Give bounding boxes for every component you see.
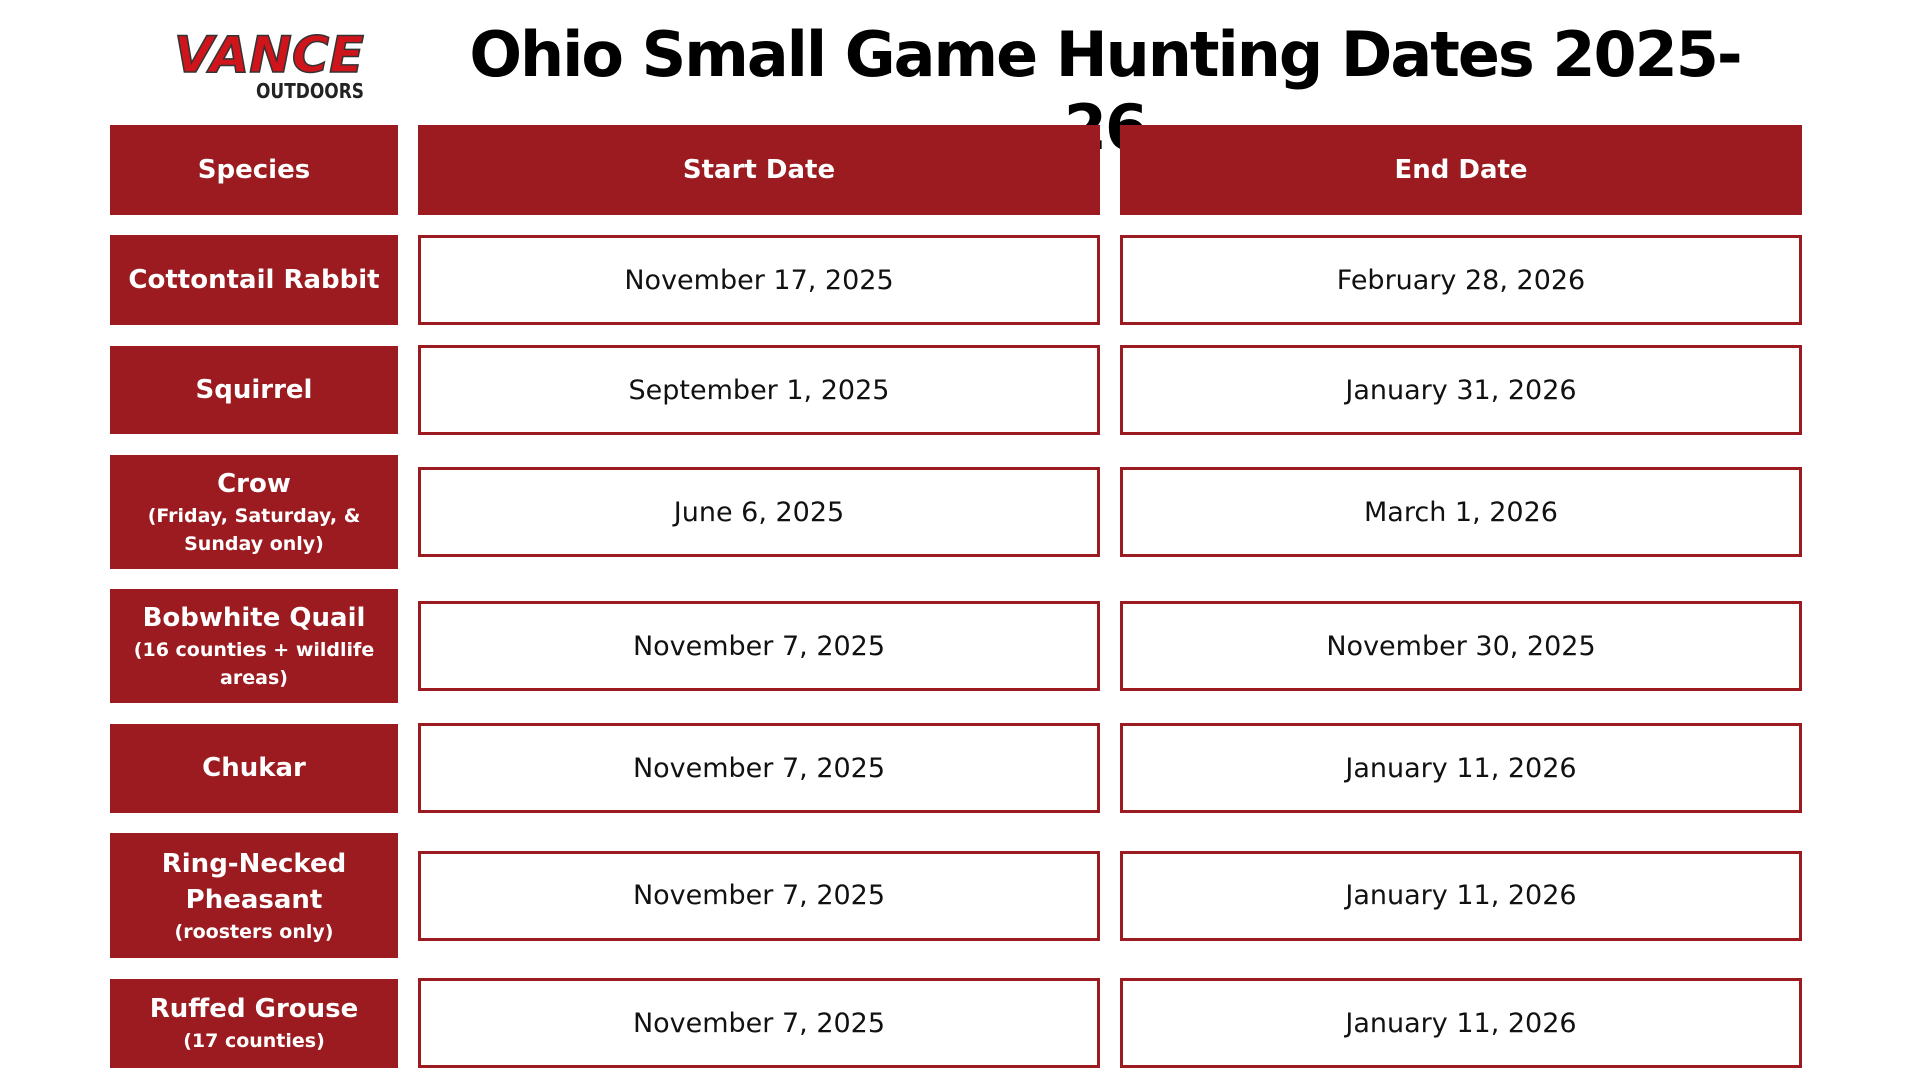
species-note: (Friday, Saturday, & Sunday only) bbox=[147, 505, 361, 555]
end-date-cell: January 11, 2026 bbox=[1120, 850, 1802, 941]
table-row: Bobwhite Quail (16 counties + wildlife a… bbox=[110, 589, 1804, 703]
species-name: Bobwhite Quail bbox=[142, 603, 366, 633]
species-name: Cottontail Rabbit bbox=[128, 265, 380, 295]
table-row: Chukar November 7, 2025 January 11, 2026 bbox=[110, 723, 1804, 813]
species-cell: Bobwhite Quail (16 counties + wildlife a… bbox=[110, 589, 398, 703]
species-cell: Crow (Friday, Saturday, & Sunday only) bbox=[110, 455, 398, 569]
start-date-cell: June 6, 2025 bbox=[418, 467, 1100, 557]
species-note: (16 counties + wildlife areas) bbox=[133, 639, 375, 689]
start-date-cell: November 7, 2025 bbox=[418, 723, 1100, 813]
svg-text:OUTDOORS: OUTDOORS bbox=[256, 79, 364, 102]
end-date-cell: November 30, 2025 bbox=[1120, 601, 1802, 691]
end-date-cell: March 1, 2026 bbox=[1120, 467, 1802, 557]
species-cell: Ring-Necked Pheasant (roosters only) bbox=[110, 833, 398, 958]
table-row: Ruffed Grouse (17 counties) November 7, … bbox=[110, 978, 1804, 1068]
start-date-cell: November 7, 2025 bbox=[418, 850, 1100, 941]
table-header: Species Start Date End Date bbox=[110, 125, 1804, 215]
end-date-cell: January 31, 2026 bbox=[1120, 345, 1802, 435]
table-row: Squirrel September 1, 2025 January 31, 2… bbox=[110, 345, 1804, 435]
start-date-cell: November 17, 2025 bbox=[418, 235, 1100, 325]
header-start-date: Start Date bbox=[418, 125, 1100, 215]
species-cell: Cottontail Rabbit bbox=[110, 235, 398, 325]
table-row: Ring-Necked Pheasant (roosters only) Nov… bbox=[110, 833, 1804, 958]
end-date-cell: January 11, 2026 bbox=[1120, 978, 1802, 1068]
svg-text:VANCE: VANCE bbox=[174, 26, 364, 84]
header-end-date: End Date bbox=[1120, 125, 1802, 215]
species-name: Chukar bbox=[202, 753, 306, 783]
species-cell: Chukar bbox=[110, 723, 398, 813]
species-name: Ring-Necked Pheasant bbox=[161, 848, 347, 915]
start-date-cell: November 7, 2025 bbox=[418, 601, 1100, 691]
hunting-dates-table: Species Start Date End Date Cottontail R… bbox=[110, 125, 1804, 1088]
species-name: Ruffed Grouse bbox=[149, 994, 359, 1024]
table-row: Crow (Friday, Saturday, & Sunday only) J… bbox=[110, 455, 1804, 569]
species-note: (roosters only) bbox=[174, 920, 334, 943]
end-date-cell: January 11, 2026 bbox=[1120, 723, 1802, 813]
species-name: Crow bbox=[217, 469, 291, 499]
start-date-cell: November 7, 2025 bbox=[418, 978, 1100, 1068]
species-cell: Squirrel bbox=[110, 346, 398, 434]
table-row: Cottontail Rabbit November 17, 2025 Febr… bbox=[110, 235, 1804, 325]
start-date-cell: September 1, 2025 bbox=[418, 345, 1100, 435]
end-date-cell: February 28, 2026 bbox=[1120, 235, 1802, 325]
species-name: Squirrel bbox=[195, 375, 313, 405]
species-note: (17 counties) bbox=[183, 1030, 325, 1052]
header-species: Species bbox=[110, 125, 398, 215]
species-cell: Ruffed Grouse (17 counties) bbox=[110, 978, 398, 1068]
vance-outdoors-logo: VANCE OUTDOORS bbox=[173, 25, 365, 102]
